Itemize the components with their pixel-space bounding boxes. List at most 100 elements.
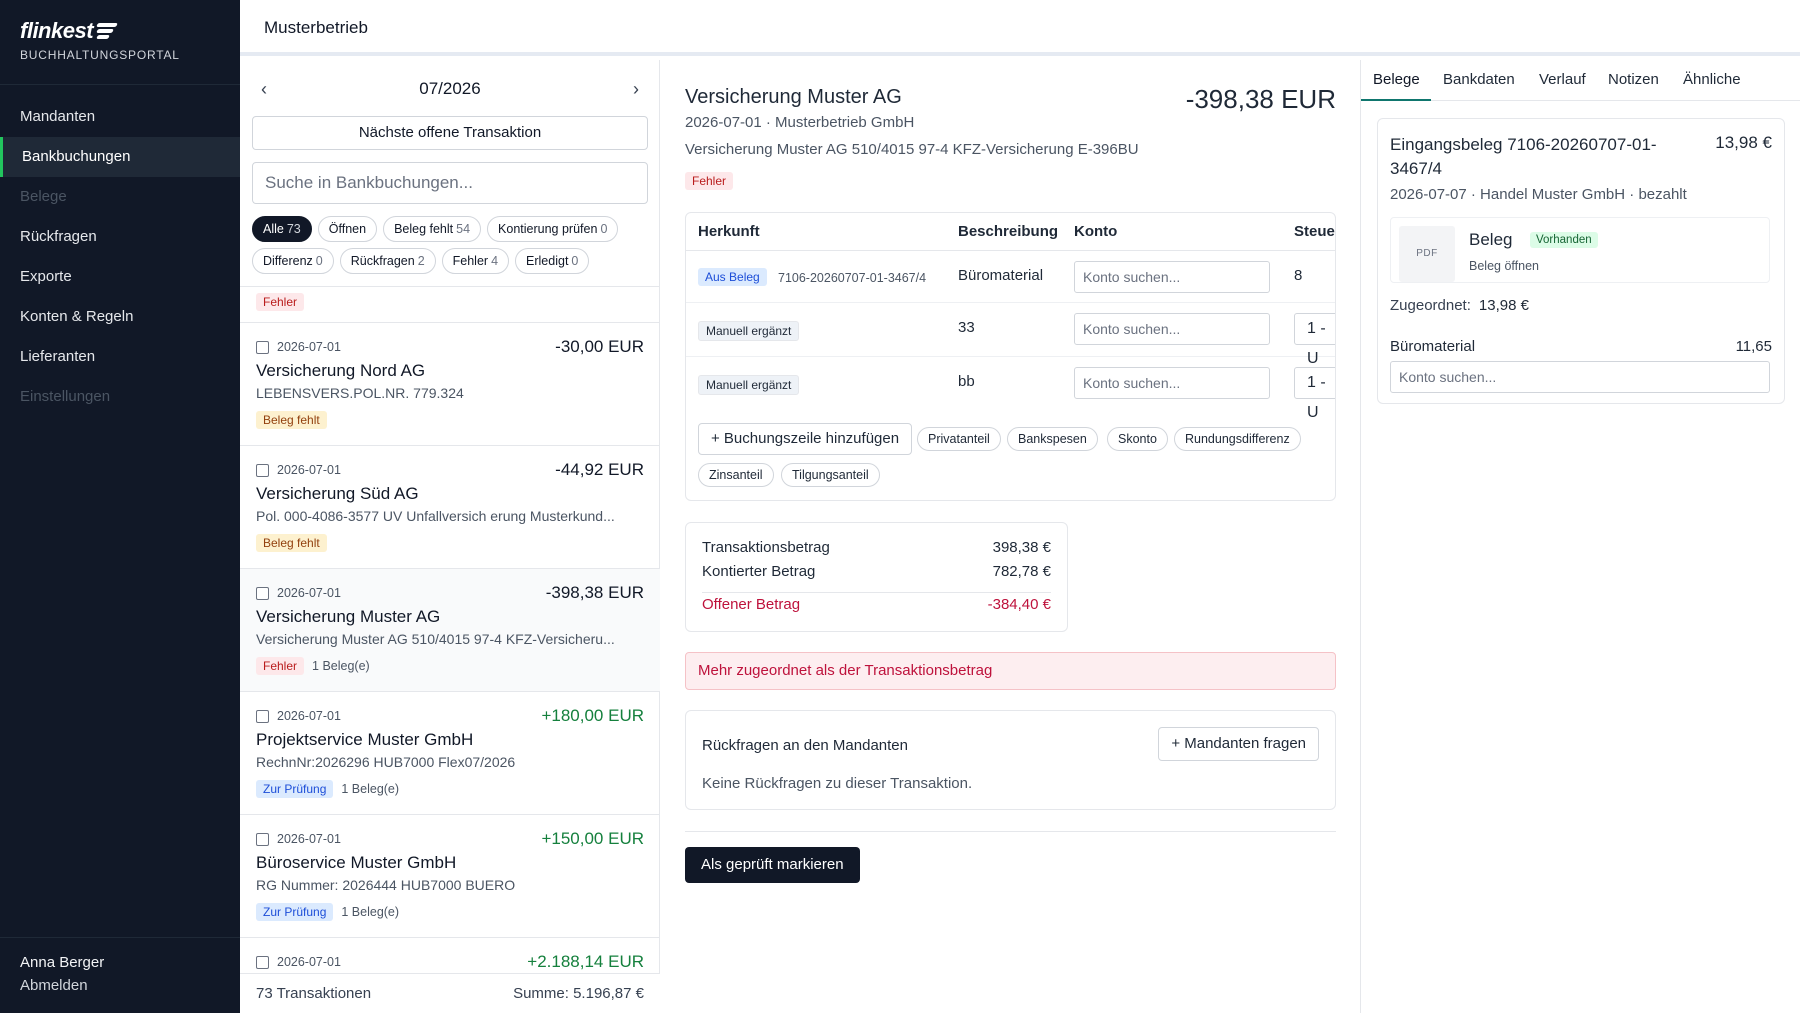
list-item[interactable]: 2026-07-01 +150,00 EUR Büroservice Muste…	[240, 815, 660, 938]
list-item[interactable]: 2026-07-01 -30,00 EUR Versicherung Nord …	[240, 323, 660, 446]
logout-link[interactable]: Abmelden	[20, 977, 88, 994]
detail-divider	[685, 831, 1336, 832]
tab-aehnliche[interactable]: Ähnliche	[1683, 71, 1741, 88]
quick-add-bankspesen[interactable]: Bankspesen	[1007, 427, 1098, 451]
sidebar-item-rueckfragen[interactable]: Rückfragen	[20, 228, 97, 245]
transaction-amount-value: 398,38 €	[992, 539, 1051, 556]
tx-date: 2026-07-01	[277, 463, 341, 477]
filter-chip-fehler[interactable]: Fehler 4	[441, 248, 510, 274]
row-checkbox[interactable]	[256, 832, 269, 846]
row-checkbox[interactable]	[256, 463, 269, 477]
tx-amount: -30,00 EUR	[555, 337, 644, 356]
tx-amount: -398,38 EUR	[545, 583, 644, 602]
assigned-amount: Zugeordnet: 13,98 €	[1390, 297, 1529, 314]
tab-notizen[interactable]: Notizen	[1608, 71, 1659, 88]
search-input[interactable]: Suche in Bankbuchungen...	[252, 162, 648, 204]
konto-search-input[interactable]: Konto suchen...	[1074, 261, 1270, 293]
tx-name: Versicherung Süd AG	[256, 484, 419, 503]
document-preview[interactable]: PDF Beleg Vorhanden Beleg öffnen	[1390, 217, 1770, 283]
filter-chip-beleg-fehlt[interactable]: Beleg fehlt 54	[383, 216, 482, 242]
konto-search-input[interactable]: Konto suchen...	[1074, 367, 1270, 399]
brand-logo[interactable]: flinkest BUCHHALTUNGSPORTAL	[20, 18, 180, 62]
list-item-selected[interactable]: 2026-07-01 -398,38 EUR Versicherung Must…	[240, 569, 660, 692]
sidebar-footer: Anna Berger Abmelden	[0, 937, 240, 1013]
sidebar-item-exporte[interactable]: Exporte	[20, 268, 72, 285]
belege-count: 1 Beleg(e)	[341, 782, 400, 796]
quick-add-skonto[interactable]: Skonto	[1107, 427, 1168, 451]
transaction-list[interactable]: Fehler 2026-07-01 -30,00 EUR Versicherun…	[240, 286, 660, 973]
tx-date: 2026-07-01	[277, 709, 341, 723]
ask-client-button[interactable]: + Mandanten fragen	[1158, 727, 1319, 761]
page-title: Musterbetrieb	[264, 18, 368, 37]
chevron-right-icon[interactable]: ›	[632, 78, 639, 99]
summary-divider	[702, 592, 1051, 593]
sidebar-item-mandanten[interactable]: Mandanten	[20, 108, 96, 125]
tab-verlauf[interactable]: Verlauf	[1539, 71, 1586, 88]
row-checkbox[interactable]	[256, 586, 269, 600]
table-header: Herkunft Beschreibung Konto Steuer	[686, 213, 1335, 251]
origin-badge: Manuell ergänzt	[698, 321, 800, 341]
status-badge: Zur Prüfung	[256, 903, 334, 921]
transaction-detail: Versicherung Muster AG -398,38 EUR 2026-…	[661, 60, 1360, 1013]
sidebar-item-bankbuchungen[interactable]: Bankbuchungen	[0, 137, 240, 177]
filter-chip-alle[interactable]: Alle 73	[252, 216, 312, 242]
quick-add-tilgungsanteil[interactable]: Tilgungsanteil	[781, 463, 880, 487]
filter-chip-differenz[interactable]: Differenz 0	[252, 248, 334, 274]
filter-chips: Alle 73 Öffnen Beleg fehlt 54 Kontierung p…	[252, 216, 652, 274]
list-item[interactable]: 2026-07-01 +180,00 EUR Projektservice Mu…	[240, 692, 660, 815]
brand-name: flinkest	[20, 18, 94, 43]
steuer-select[interactable]: 1 - U	[1294, 367, 1335, 421]
open-document-link[interactable]: Beleg öffnen	[1469, 259, 1539, 273]
next-open-transaction-button[interactable]: Nächste offene Transaktion	[252, 116, 648, 150]
konto-search-input[interactable]: Konto suchen...	[1074, 313, 1270, 345]
beleg-card: Eingangsbeleg 7106-20260707-01-3467/4 13…	[1377, 118, 1785, 404]
tab-belege[interactable]: Belege	[1373, 71, 1420, 88]
quick-add-zinsanteil[interactable]: Zinsanteil	[698, 463, 774, 487]
filter-chip-rueckfragen[interactable]: Rückfragen 2	[339, 248, 436, 274]
table-row: Manuell ergänzt bb Konto suchen... 1 - U	[686, 357, 1335, 421]
filter-chip-erledigt[interactable]: Erledigt 0	[515, 248, 590, 274]
sidebar-item-lieferanten[interactable]: Lieferanten	[20, 348, 96, 365]
sidebar-item-konten-regeln[interactable]: Konten & Regeln	[20, 308, 134, 325]
row-checkbox[interactable]	[256, 955, 269, 969]
row-checkbox[interactable]	[256, 709, 269, 723]
chevron-left-icon[interactable]: ‹	[261, 78, 267, 99]
side-panel: Belege Bankdaten Verlauf Notizen Ähnlich…	[1360, 60, 1800, 1013]
status-badge: Fehler	[685, 172, 734, 190]
beleg-position: Büromaterial 11,65	[1390, 338, 1772, 355]
row-checkbox[interactable]	[256, 340, 269, 354]
mark-reviewed-button[interactable]: Als geprüft markieren	[685, 847, 860, 883]
tab-bankdaten[interactable]: Bankdaten	[1443, 71, 1515, 88]
assigned-value: 13,98 €	[1478, 297, 1529, 314]
user-name: Anna Berger	[20, 954, 105, 971]
line-description: Büromaterial	[958, 267, 1044, 284]
quick-add-rundungsdifferenz[interactable]: Rundungsdifferenz	[1174, 427, 1301, 451]
konto-search-input[interactable]: Konto suchen...	[1390, 361, 1770, 393]
list-item[interactable]: 2026-07-01 -44,92 EUR Versicherung Süd A…	[240, 446, 660, 569]
rueckfragen-section: Rückfragen an den Mandanten + Mandanten …	[685, 710, 1336, 810]
document-name: Beleg	[1469, 230, 1513, 249]
detail-title: Versicherung Muster AG	[685, 86, 902, 108]
tx-amount: +150,00 EUR	[541, 829, 644, 848]
filter-chip-oeffnen[interactable]: Öffnen	[317, 216, 378, 242]
list-item[interactable]: 2026-07-01 +2.188,14 EUR	[240, 938, 660, 973]
list-item[interactable]: Fehler	[240, 287, 660, 323]
sidebar-item-belege: Belege	[20, 188, 67, 205]
add-booking-line-button[interactable]: + Buchungszeile hinzufügen	[698, 423, 913, 455]
quick-add-privatanteil[interactable]: Privatanteil	[917, 427, 1001, 451]
tx-description: RechnNr:2026296 HUB7000 Flex07/2026	[256, 754, 516, 770]
tx-amount: +2.188,14 EUR	[527, 952, 644, 971]
belege-count: 1 Beleg(e)	[312, 659, 370, 673]
detail-memo: Versicherung Muster AG 510/4015 97-4 KFZ…	[685, 141, 1139, 158]
active-tab-indicator	[1361, 99, 1431, 101]
table-row: Aus Beleg 7106-20260707-01-3467/4 Büroma…	[686, 251, 1335, 303]
brand-subtitle: BUCHHALTUNGSPORTAL	[20, 48, 180, 62]
tx-name: Versicherung Muster AG	[256, 607, 441, 626]
column-header-steuer: Steuer	[1294, 223, 1335, 240]
error-message: Mehr zugeordnet als der Transaktionsbetr…	[685, 652, 1336, 690]
steuer-select[interactable]: 1 - U	[1294, 313, 1335, 367]
open-amount-value: -384,40 €	[987, 596, 1051, 613]
beleg-subtitle: 2026-07-07 · Handel Muster GmbH · bezahl…	[1390, 186, 1687, 203]
filter-chip-kontierung-pruefen[interactable]: Kontierung prüfen 0	[487, 216, 619, 242]
tx-date: 2026-07-01	[277, 340, 341, 354]
